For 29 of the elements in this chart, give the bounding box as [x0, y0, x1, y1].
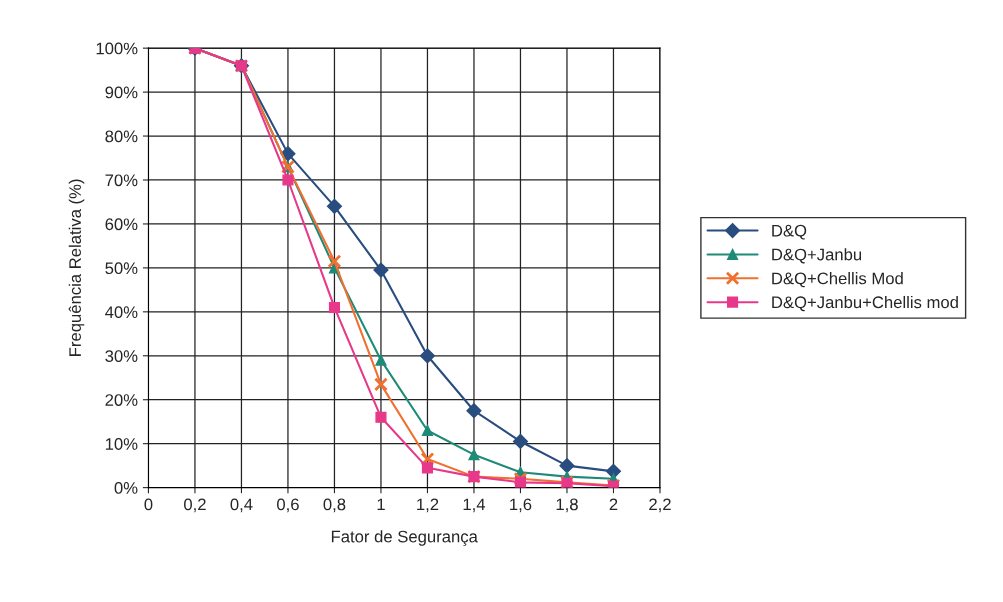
legend-label: D&Q [772, 224, 807, 240]
y-tick-label: 90% [105, 86, 138, 99]
y-tick-label: 20% [105, 394, 138, 406]
y-tick-label: 40% [105, 306, 138, 319]
x-tick-label: 0,8 [323, 498, 346, 513]
legend-label: D&Q+Janbu [772, 248, 862, 264]
x-tick-label: 1,6 [510, 498, 532, 513]
x-tick-label: 0,4 [230, 498, 253, 513]
x-tick-label: 2,2 [649, 498, 671, 513]
y-tick-label: 70% [105, 174, 138, 187]
x-axis-title: Fator de Segurança [331, 530, 478, 546]
legend-label: D&Q+Chellis Mod [772, 272, 903, 288]
y-tick-label: 50% [105, 262, 138, 275]
y-tick-label: 10% [105, 438, 138, 450]
y-tick-label: 30% [105, 350, 138, 362]
x-tick-label: 1,8 [556, 498, 578, 513]
y-tick-label: 80% [105, 130, 138, 143]
x-tick-label: 1,2 [417, 498, 439, 513]
y-tick-label: 0% [114, 482, 138, 494]
x-tick-label: 1 [377, 498, 385, 511]
y-tick-label: 60% [105, 218, 138, 231]
x-tick-label: 0 [144, 498, 153, 511]
x-tick-label: 0,2 [184, 498, 206, 513]
legend-label: D&Q+Janbu+Chellis mod [772, 295, 958, 312]
x-tick-label: 0,6 [277, 498, 299, 513]
x-tick-label: 1,4 [463, 498, 486, 513]
y-axis-title: Frequência Relativa (%) [68, 179, 85, 356]
x-tick-label: 2 [609, 498, 618, 511]
y-tick-label: 100% [96, 42, 138, 55]
